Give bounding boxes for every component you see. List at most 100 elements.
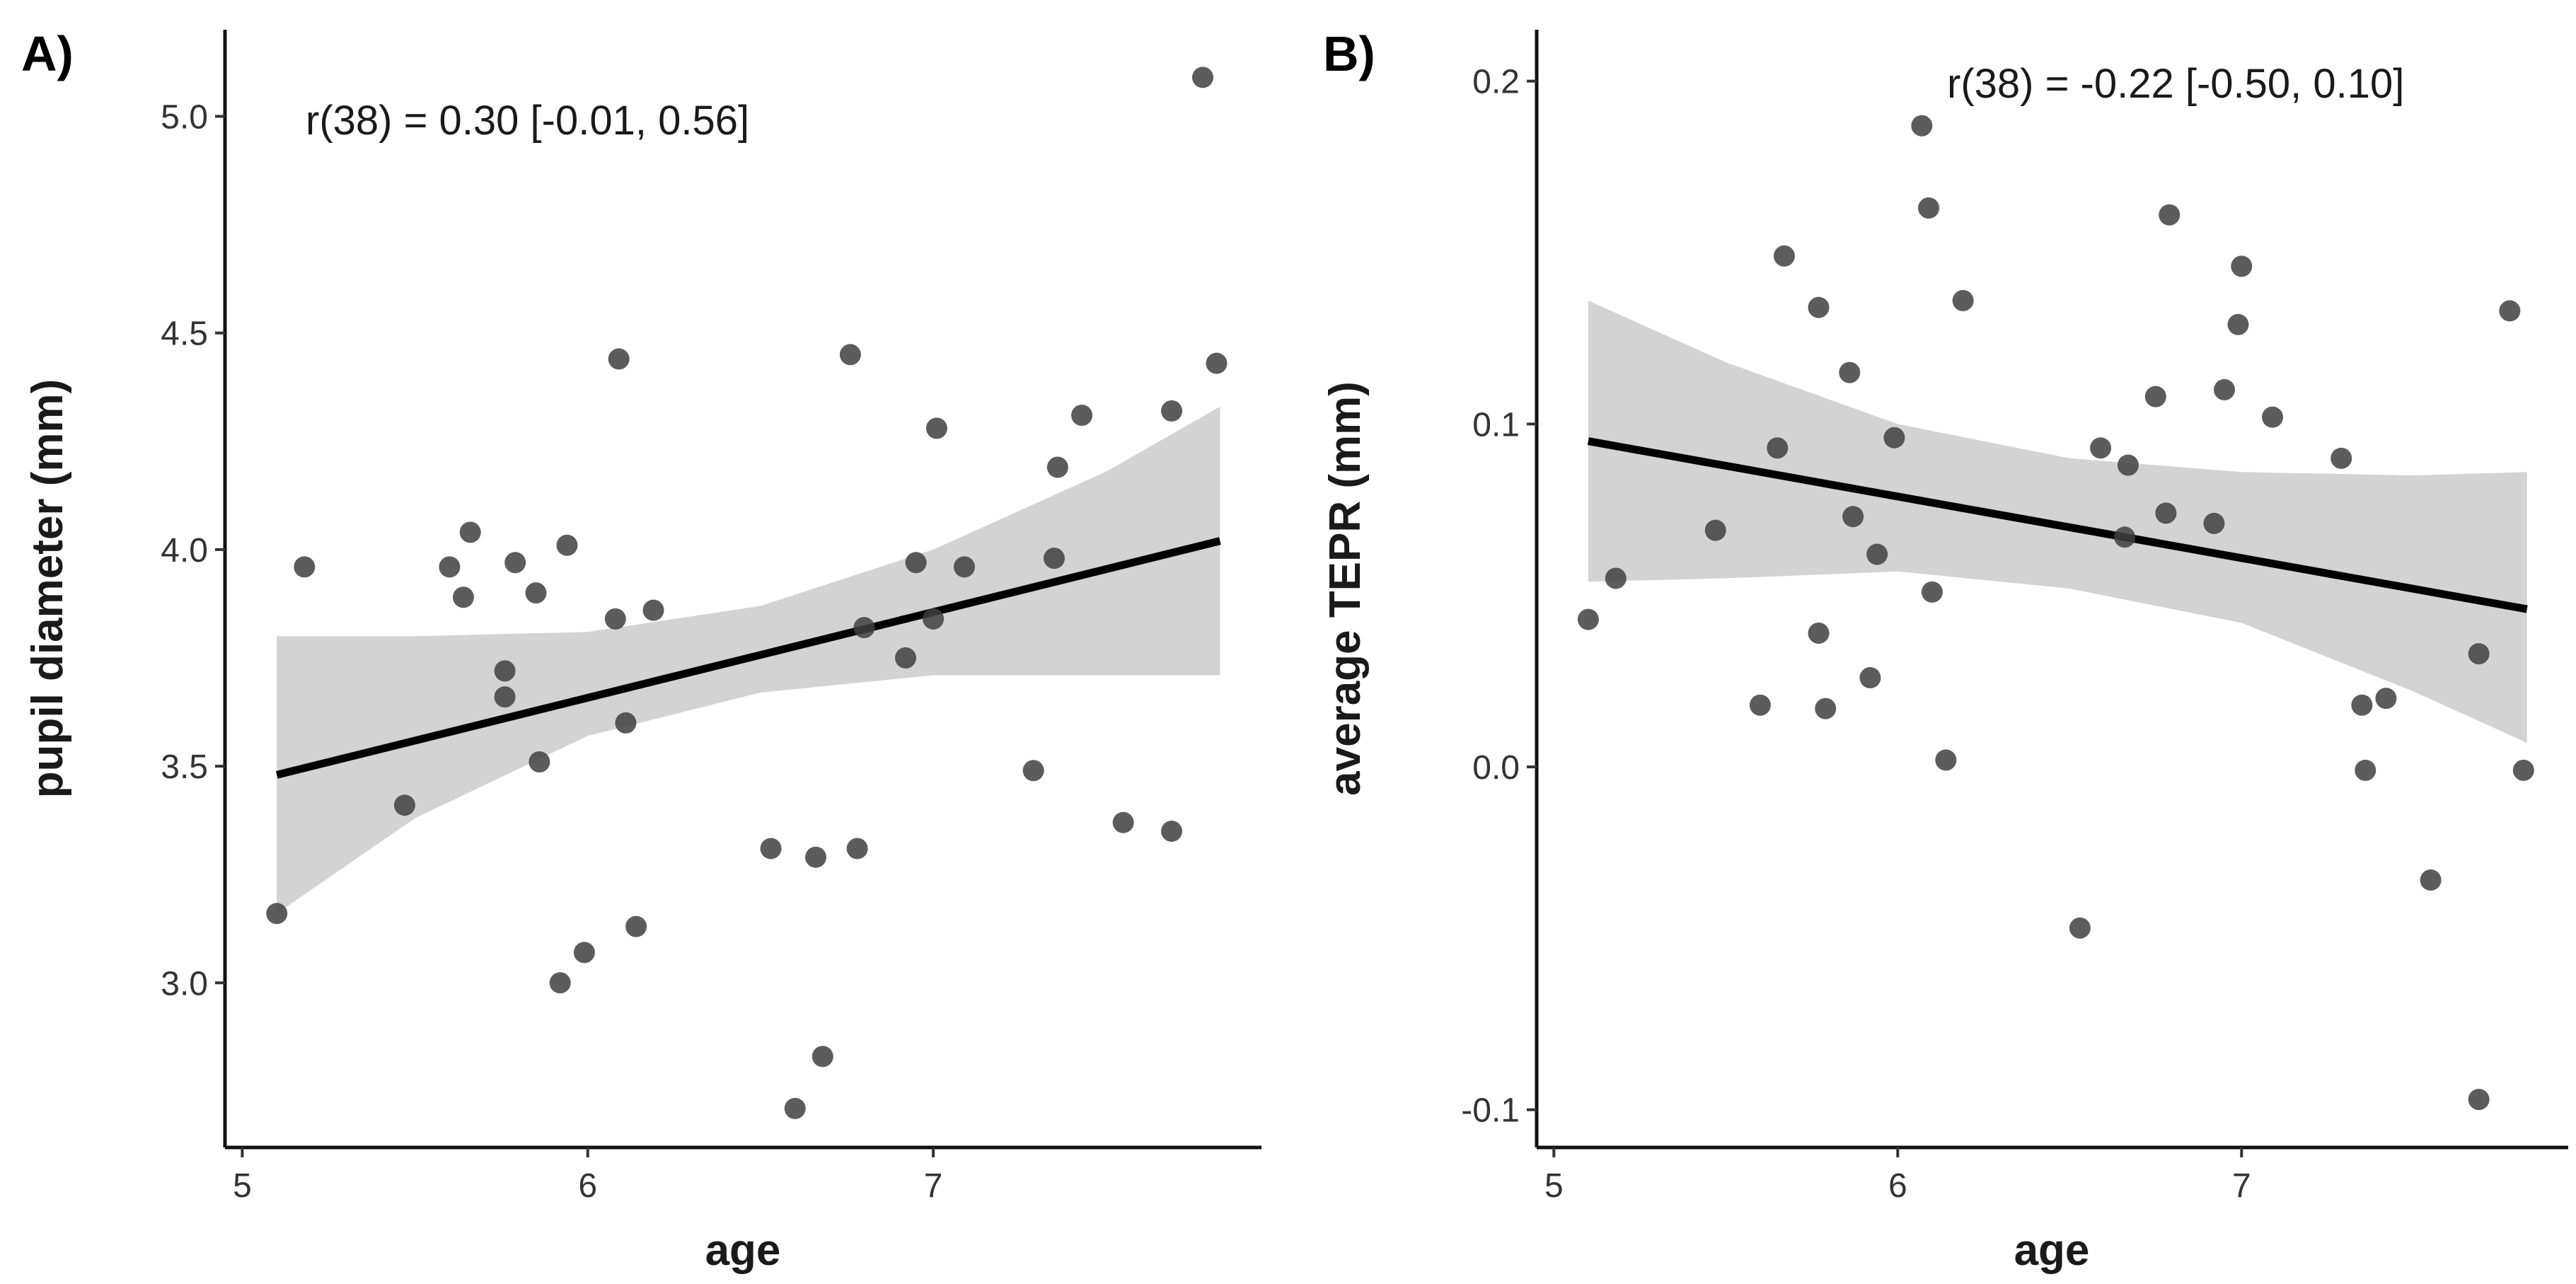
data-point-b-9 — [1839, 362, 1861, 383]
data-point-b-21 — [2114, 526, 2136, 548]
data-point-b-13 — [1883, 427, 1905, 449]
panel-label-b: B) — [1323, 26, 1375, 81]
data-point-b-34 — [2375, 688, 2397, 710]
data-point-b-24 — [2155, 502, 2177, 524]
y-tick-label-b: 0.0 — [1472, 749, 1520, 787]
data-point-a-8 — [504, 552, 526, 574]
data-point-b-1 — [1605, 567, 1627, 589]
data-point-a-19 — [760, 838, 782, 860]
data-point-a-24 — [846, 838, 868, 860]
data-point-a-6 — [494, 660, 516, 682]
x-tick-label-a: 6 — [578, 1167, 597, 1205]
data-point-a-12 — [556, 534, 578, 556]
data-point-b-10 — [1842, 506, 1864, 528]
x-tick-label-b: 5 — [1544, 1167, 1564, 1205]
data-point-b-29 — [2231, 255, 2253, 277]
data-point-b-16 — [1921, 581, 1943, 603]
regression-line-a — [275, 537, 1221, 779]
data-point-a-11 — [549, 972, 571, 994]
data-point-a-13 — [573, 942, 595, 964]
data-point-b-17 — [1935, 749, 1957, 771]
data-point-b-33 — [2355, 759, 2376, 781]
data-point-b-14 — [1911, 115, 1933, 137]
data-point-b-22 — [2117, 454, 2139, 476]
data-point-b-28 — [2227, 313, 2249, 335]
data-point-b-7 — [1808, 623, 1830, 644]
data-point-a-31 — [1022, 760, 1044, 782]
y-tick-label-b: 0.1 — [1472, 406, 1520, 444]
data-point-a-26 — [895, 647, 917, 669]
data-point-a-14 — [604, 608, 626, 630]
panel-label-a: A) — [21, 26, 74, 81]
x-axis-title-b: age — [2014, 1226, 2090, 1275]
data-point-b-23 — [2144, 386, 2166, 407]
data-point-b-32 — [2351, 694, 2373, 716]
x-axis-title-a: age — [705, 1226, 781, 1275]
data-point-b-31 — [2330, 447, 2352, 469]
y-tick-label-b: -0.1 — [1461, 1092, 1520, 1130]
data-point-b-35 — [2420, 869, 2442, 891]
data-point-b-25 — [2159, 204, 2181, 226]
data-point-a-35 — [1112, 811, 1134, 833]
data-point-a-33 — [1046, 456, 1068, 478]
data-point-a-34 — [1071, 405, 1093, 427]
data-point-b-20 — [2090, 437, 2112, 459]
y-tick-label-a: 3.5 — [161, 748, 208, 786]
data-point-b-26 — [2203, 512, 2225, 534]
regression-line-b — [1587, 437, 2528, 613]
data-point-a-21 — [805, 846, 827, 868]
data-point-a-30 — [954, 556, 976, 578]
data-point-b-27 — [2214, 378, 2235, 400]
data-point-a-38 — [1191, 66, 1213, 88]
data-point-b-19 — [2069, 917, 2091, 939]
data-point-a-3 — [439, 556, 461, 578]
data-point-a-32 — [1044, 548, 1065, 569]
data-point-b-38 — [2499, 300, 2521, 322]
data-point-a-0 — [266, 903, 288, 925]
data-point-b-6 — [1808, 296, 1830, 318]
data-point-a-18 — [642, 599, 664, 621]
x-tick-label-a: 5 — [233, 1167, 252, 1205]
data-point-a-20 — [784, 1097, 806, 1119]
y-tick-label-a: 4.5 — [161, 316, 208, 353]
x-tick-label-b: 7 — [2232, 1167, 2251, 1205]
data-point-a-9 — [525, 582, 547, 604]
data-point-b-5 — [1773, 245, 1795, 267]
x-tick-label-b: 6 — [1888, 1167, 1907, 1205]
y-axis-title-b: average TEPR (mm) — [1321, 381, 1370, 796]
data-point-b-36 — [2468, 643, 2490, 665]
data-point-a-28 — [923, 608, 945, 630]
data-point-b-39 — [2512, 759, 2534, 781]
y-tick-label-a: 5.0 — [161, 98, 208, 136]
data-point-b-3 — [1749, 694, 1771, 716]
data-point-b-15 — [1918, 197, 1940, 219]
data-point-b-0 — [1577, 608, 1599, 630]
data-point-a-22 — [812, 1046, 833, 1068]
data-point-b-30 — [2262, 406, 2284, 428]
x-tick-label-a: 7 — [924, 1167, 943, 1205]
panel-a: A) 5 6 7 3.0 3.5 4.0 4.5 5.0 r(38) = 0.30 [-0.0… — [21, 26, 1261, 1275]
data-point-b-8 — [1815, 698, 1837, 719]
data-point-b-12 — [1866, 543, 1888, 565]
data-point-a-1 — [294, 556, 316, 578]
data-point-a-16 — [615, 712, 637, 734]
y-tick-label-a: 4.0 — [161, 532, 208, 569]
panel-b: B) 5 6 7 -0.1 0.0 0.1 0.2 r(38) = -0.22 [-0.50… — [1321, 26, 2568, 1275]
y-axis-title-a: pupil diameter (mm) — [23, 379, 72, 799]
data-point-b-4 — [1767, 437, 1789, 459]
data-point-a-17 — [625, 915, 647, 937]
data-point-b-37 — [2468, 1089, 2490, 1111]
data-point-b-18 — [1952, 289, 1974, 311]
data-point-a-23 — [839, 344, 861, 366]
y-tick-label-b: 0.2 — [1472, 64, 1520, 101]
data-point-a-29 — [925, 417, 947, 439]
y-tick-label-a: 3.0 — [161, 965, 208, 1002]
data-point-a-27 — [905, 552, 927, 574]
data-point-a-15 — [608, 348, 630, 370]
data-point-b-11 — [1859, 667, 1881, 689]
data-point-b-2 — [1704, 519, 1726, 541]
correlation-annotation-a: r(38) = 0.30 [-0.01, 0.56] — [306, 98, 749, 144]
data-point-a-25 — [853, 617, 875, 639]
data-point-a-10 — [529, 751, 550, 773]
